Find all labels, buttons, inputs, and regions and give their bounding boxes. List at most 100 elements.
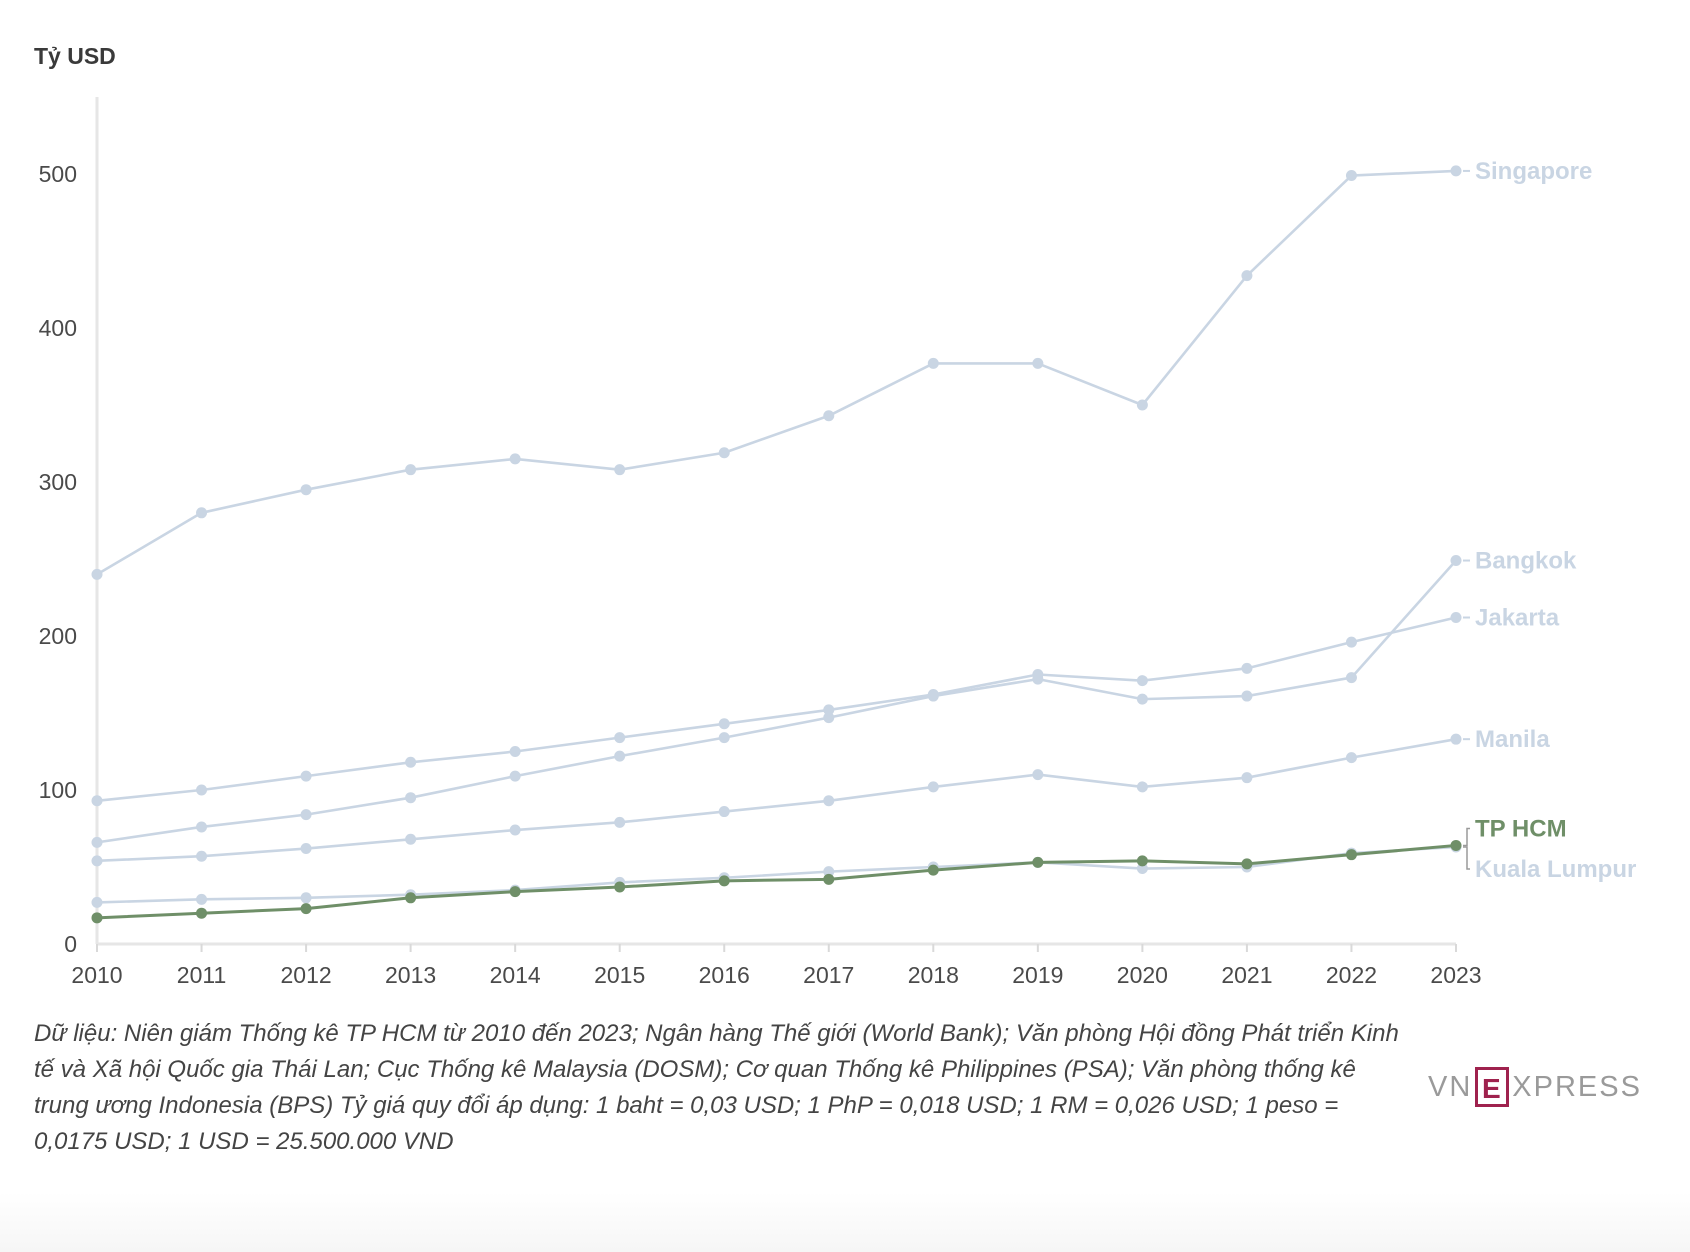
data-point-tp-hcm[interactable] (1241, 858, 1253, 870)
data-point-tp-hcm[interactable] (1136, 855, 1148, 867)
data-point-jakarta[interactable] (823, 704, 835, 716)
data-point-tp-hcm[interactable] (1345, 849, 1357, 861)
data-point-singapore[interactable] (300, 484, 312, 496)
data-point-jakarta[interactable] (1032, 669, 1044, 680)
data-point-tp-hcm[interactable] (300, 903, 312, 915)
data-point-kuala-lumpur[interactable] (300, 892, 312, 904)
data-point-jakarta[interactable] (1241, 662, 1253, 674)
y-tick-label: 0 (64, 931, 77, 957)
data-point-bangkok[interactable] (1241, 690, 1253, 702)
data-point-singapore[interactable] (509, 453, 521, 465)
data-point-manila[interactable] (196, 850, 208, 862)
series-line-kuala-lumpur (96, 845, 1457, 904)
data-point-jakarta[interactable] (1136, 675, 1148, 687)
x-tick-label: 2018 (908, 962, 959, 988)
data-point-manila[interactable] (405, 833, 417, 845)
data-point-bangkok[interactable] (196, 821, 208, 833)
x-tick-label: 2022 (1326, 962, 1377, 988)
data-point-jakarta[interactable] (718, 718, 730, 730)
x-tick-label: 2019 (1012, 962, 1063, 988)
data-point-tp-hcm[interactable] (823, 873, 835, 885)
data-point-bangkok[interactable] (1136, 693, 1148, 705)
data-point-tp-hcm[interactable] (405, 892, 417, 904)
series-labels: Singapore Bangkok Jakarta Manila Kuala Lumpu… (1463, 158, 1636, 883)
series-label-kuala-lumpur: Kuala Lumpur (1475, 856, 1636, 883)
data-point-manila[interactable] (823, 795, 835, 807)
x-tick-label: 2015 (594, 962, 645, 988)
data-point-jakarta[interactable] (405, 756, 417, 768)
data-point-singapore[interactable] (823, 410, 835, 422)
data-point-bangkok[interactable] (405, 792, 417, 804)
series-label-jakarta: Jakarta (1475, 605, 1560, 632)
data-point-tp-hcm[interactable] (718, 875, 730, 887)
data-point-jakarta[interactable] (196, 784, 208, 796)
data-point-manila[interactable] (1032, 769, 1044, 781)
series-line-singapore (96, 169, 1457, 576)
data-point-singapore[interactable] (718, 447, 730, 459)
data-point-singapore[interactable] (405, 464, 417, 476)
data-point-jakarta[interactable] (91, 795, 103, 807)
data-point-singapore[interactable] (1345, 170, 1357, 182)
data-point-manila[interactable] (1136, 781, 1148, 793)
data-point-kuala-lumpur[interactable] (823, 866, 835, 878)
series-lines (91, 165, 1462, 924)
data-point-manila[interactable] (1450, 733, 1462, 745)
bottom-fade (0, 1192, 1690, 1252)
data-point-manila[interactable] (1241, 772, 1253, 784)
x-tick-label: 2010 (71, 962, 122, 988)
series-line-jakarta (96, 616, 1457, 803)
data-point-jakarta[interactable] (1345, 636, 1357, 648)
data-point-jakarta[interactable] (300, 770, 312, 782)
series-label-singapore: Singapore (1475, 158, 1592, 185)
data-point-singapore[interactable] (196, 507, 208, 519)
data-point-singapore[interactable] (1032, 357, 1044, 369)
data-point-singapore[interactable] (1136, 399, 1148, 411)
data-point-tp-hcm[interactable] (927, 864, 939, 876)
data-point-manila[interactable] (509, 824, 521, 836)
series-tp-hcm (91, 839, 1462, 924)
data-point-manila[interactable] (300, 843, 312, 855)
x-tick-label: 2012 (280, 962, 331, 988)
data-point-jakarta[interactable] (927, 689, 939, 701)
x-tick-label: 2014 (490, 962, 541, 988)
data-point-bangkok[interactable] (91, 836, 103, 848)
data-point-bangkok[interactable] (614, 750, 626, 762)
data-point-tp-hcm[interactable] (1032, 856, 1044, 868)
series-singapore (91, 165, 1462, 580)
data-point-bangkok[interactable] (300, 809, 312, 821)
data-point-tp-hcm[interactable] (509, 886, 521, 898)
data-point-manila[interactable] (927, 781, 939, 793)
data-point-manila[interactable] (91, 855, 103, 867)
data-point-jakarta[interactable] (614, 732, 626, 744)
data-point-kuala-lumpur[interactable] (196, 893, 208, 905)
data-point-manila[interactable] (614, 816, 626, 828)
data-point-bangkok[interactable] (1345, 672, 1357, 684)
data-point-tp-hcm[interactable] (196, 907, 208, 919)
data-point-jakarta[interactable] (1450, 612, 1462, 624)
x-tick-label: 2021 (1221, 962, 1272, 988)
data-point-jakarta[interactable] (509, 746, 521, 757)
y-tick-label: 100 (39, 777, 77, 803)
series-line-bangkok (96, 559, 1457, 844)
data-point-bangkok[interactable] (823, 712, 835, 724)
data-point-manila[interactable] (718, 806, 730, 818)
data-point-kuala-lumpur[interactable] (1136, 863, 1148, 875)
logo-xpress-text: XPRESS (1512, 1070, 1642, 1103)
logo-vn-text: VN (1428, 1070, 1473, 1103)
data-point-singapore[interactable] (1450, 165, 1462, 177)
y-tick-label: 400 (39, 315, 77, 341)
data-point-tp-hcm[interactable] (1450, 839, 1462, 851)
data-point-singapore[interactable] (614, 464, 626, 476)
data-point-singapore[interactable] (91, 568, 103, 580)
data-point-bangkok[interactable] (718, 732, 730, 744)
data-point-tp-hcm[interactable] (91, 912, 103, 924)
data-point-manila[interactable] (1345, 752, 1357, 764)
data-point-singapore[interactable] (1241, 270, 1253, 282)
vnexpress-logo[interactable]: VN E XPRESS (1428, 1065, 1642, 1109)
data-point-bangkok[interactable] (1450, 555, 1462, 567)
x-tick-label: 2016 (699, 962, 750, 988)
data-point-tp-hcm[interactable] (614, 881, 626, 893)
data-point-singapore[interactable] (927, 357, 939, 369)
data-point-bangkok[interactable] (509, 770, 521, 782)
data-point-kuala-lumpur[interactable] (91, 896, 103, 908)
